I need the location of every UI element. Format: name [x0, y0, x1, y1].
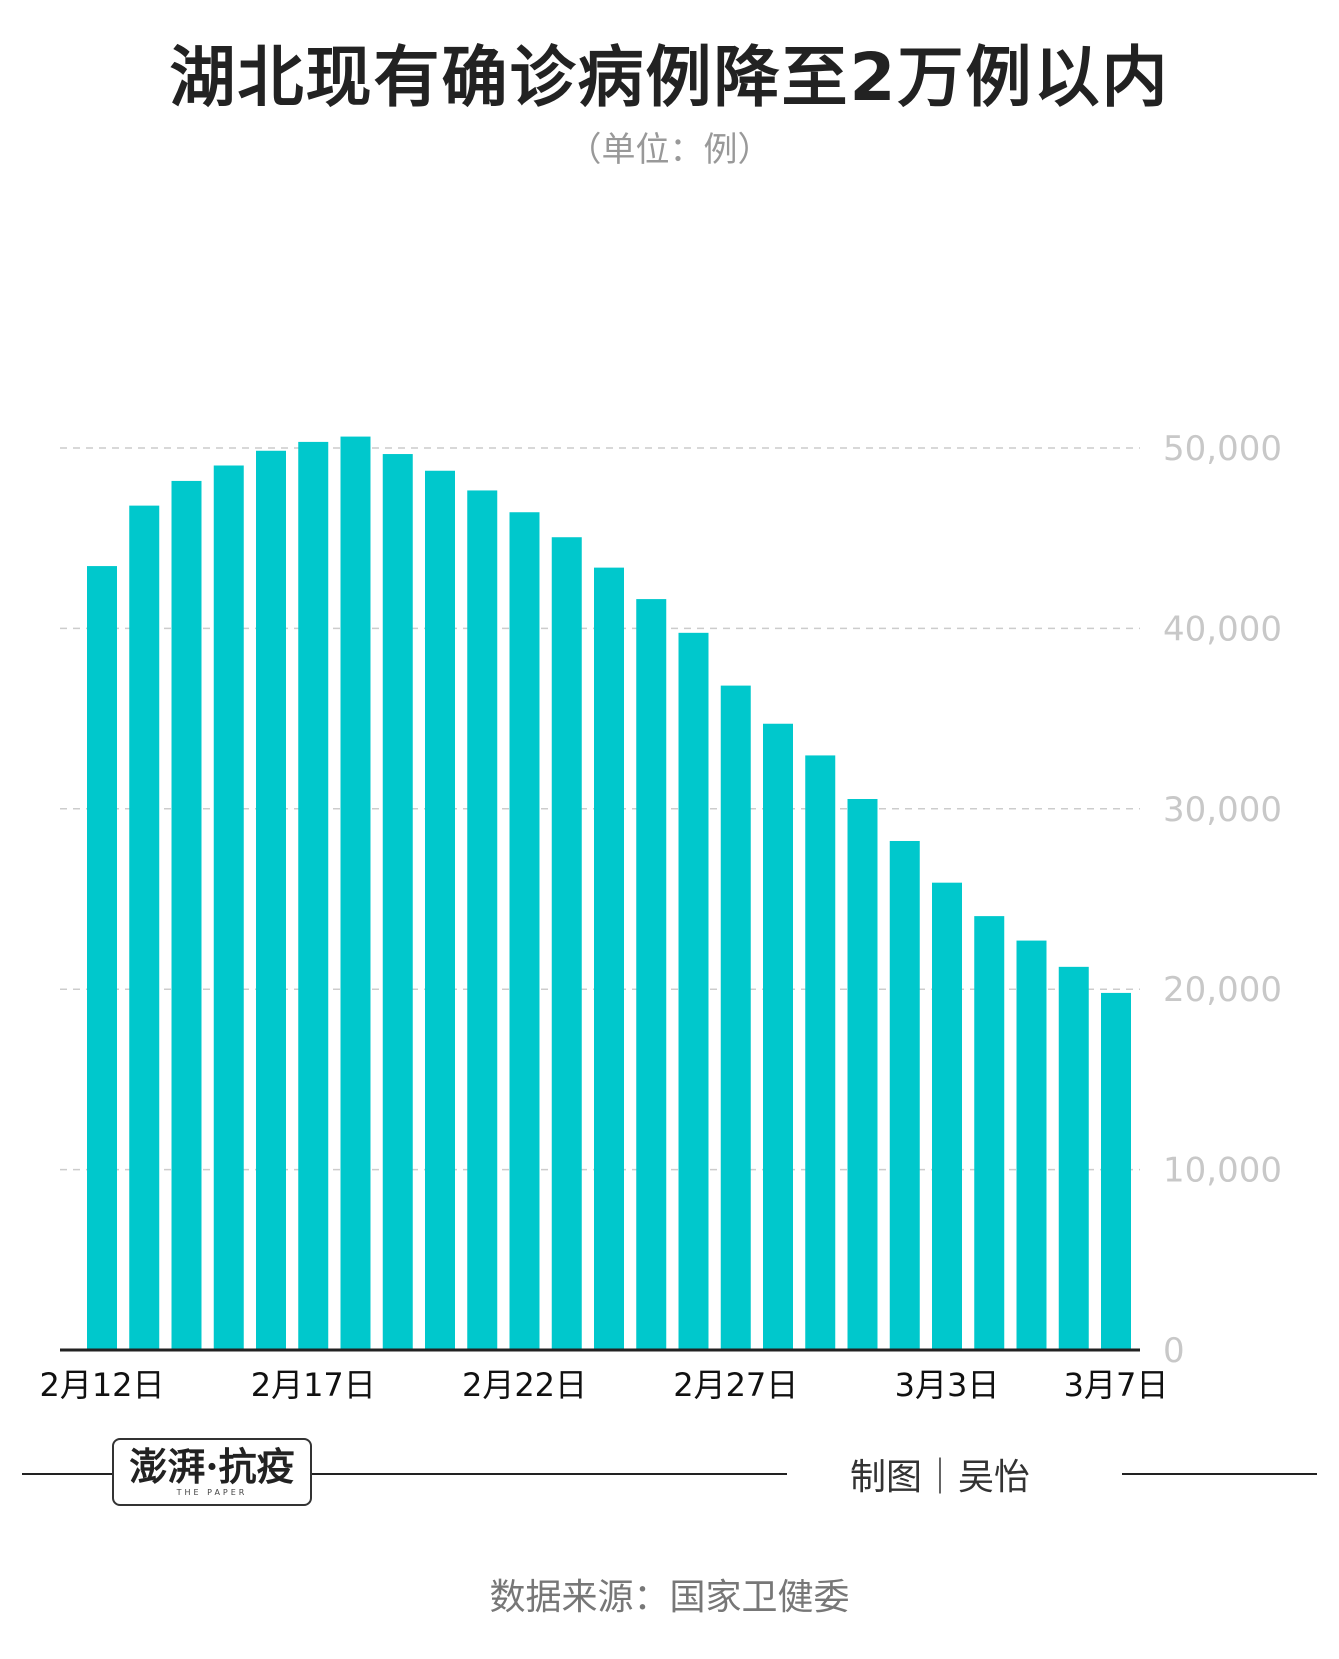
bar — [213, 465, 244, 1351]
bar — [340, 436, 371, 1350]
bar — [720, 685, 751, 1350]
bar — [1016, 940, 1047, 1350]
brand-logo-subtext: THE PAPER — [176, 1488, 248, 1497]
x-tick-label: 3月3日 — [895, 1366, 1000, 1404]
bar — [1101, 992, 1131, 1350]
x-tick-label: 2月27日 — [673, 1366, 798, 1404]
chart-title: 湖北现有确诊病例降至2万例以内 — [169, 39, 1170, 116]
bar — [509, 512, 540, 1350]
data-source: 数据来源：国家卫健委 — [489, 1577, 850, 1618]
bar — [974, 916, 1005, 1350]
bar — [425, 470, 455, 1351]
bar — [805, 755, 836, 1350]
footer-rule-right — [1122, 1473, 1317, 1475]
brand-logo-text: 澎湃·抗疫 — [129, 1444, 295, 1489]
y-tick-label: 40,000 — [1163, 609, 1282, 649]
bar — [467, 490, 498, 1350]
bar — [847, 799, 878, 1350]
bar — [382, 454, 413, 1350]
bar — [298, 441, 329, 1350]
bar — [678, 632, 709, 1350]
bar — [171, 480, 202, 1351]
footer-rule-left — [22, 1473, 112, 1475]
x-tick-label: 2月22日 — [462, 1366, 587, 1404]
bar — [256, 450, 286, 1350]
bar — [551, 537, 582, 1350]
x-tick-label: 3月7日 — [1064, 1366, 1169, 1404]
bar — [129, 505, 160, 1350]
y-tick-label: 0 — [1163, 1331, 1185, 1371]
bar — [889, 840, 920, 1350]
bar — [87, 566, 117, 1350]
bar — [763, 723, 793, 1350]
y-tick-label: 20,000 — [1163, 970, 1282, 1010]
bar — [932, 882, 962, 1350]
chart-subtitle: （单位：例） — [567, 130, 772, 170]
y-tick-label: 50,000 — [1163, 429, 1282, 469]
bar — [1058, 966, 1089, 1350]
x-tick-label: 2月17日 — [251, 1366, 376, 1404]
bar — [594, 567, 624, 1350]
brand-logo: 澎湃·抗疫 THE PAPER — [112, 1438, 312, 1506]
x-tick-label: 2月12日 — [39, 1366, 164, 1404]
y-tick-label: 30,000 — [1163, 790, 1282, 830]
footer-rule-middle — [312, 1473, 787, 1475]
y-tick-label: 10,000 — [1163, 1151, 1282, 1191]
bar — [636, 599, 667, 1350]
chart-credit: 制图｜吴怡 — [849, 1457, 1030, 1498]
bar-chart: 0 10,000 20,000 30,000 40,000 50,000 2月12日 2月17… — [39, 429, 1282, 1404]
